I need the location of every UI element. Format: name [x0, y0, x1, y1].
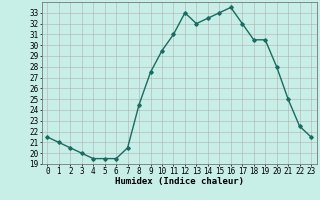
- X-axis label: Humidex (Indice chaleur): Humidex (Indice chaleur): [115, 177, 244, 186]
